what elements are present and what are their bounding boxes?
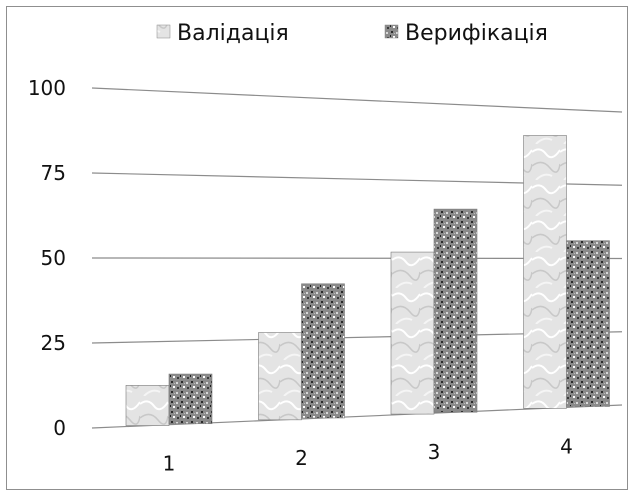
legend-label: Верифікація — [405, 21, 548, 46]
x-tick-label: 4 — [560, 434, 573, 458]
y-tick-label: 100 — [28, 76, 66, 100]
legend-label: Валідація — [177, 21, 289, 46]
bar-validation-2 — [258, 332, 302, 421]
y-tick-label: 75 — [41, 161, 66, 185]
x-tick-label: 1 — [163, 452, 176, 476]
bar-validation-4 — [523, 135, 567, 409]
bar-validation-3 — [390, 251, 435, 415]
bar-verification-1 — [168, 373, 213, 425]
bar-verification-3 — [433, 208, 478, 413]
gridline — [91, 404, 623, 429]
legend-swatch — [384, 24, 399, 39]
x-tick-label: 2 — [295, 446, 308, 470]
bar-validation-1 — [125, 385, 170, 426]
y-tick-label: 0 — [53, 416, 66, 440]
bar-verification-2 — [301, 283, 345, 419]
bar-verification-4 — [566, 240, 610, 407]
y-tick-label: 25 — [41, 331, 66, 355]
gridline — [91, 87, 623, 113]
legend-swatch — [156, 24, 171, 39]
x-tick-label: 3 — [428, 440, 441, 464]
y-tick-label: 50 — [41, 246, 66, 270]
